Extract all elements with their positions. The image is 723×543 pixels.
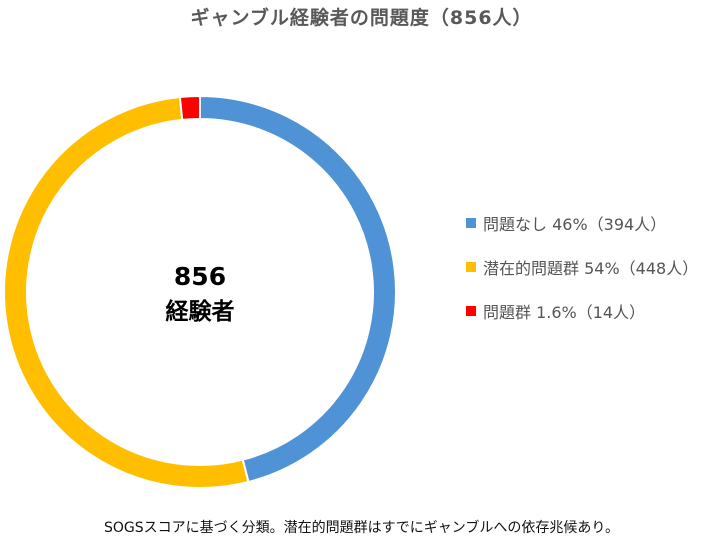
legend-label-latent-problem: 潜在的問題群 54%（448人） <box>483 259 699 278</box>
legend-item-latent-problem: 潜在的問題群 54%（448人） <box>466 256 698 278</box>
legend-label-no-problem: 問題なし 46%（394人） <box>483 215 667 234</box>
donut-slice-problem <box>178 94 201 122</box>
center-label: 経験者 <box>165 299 235 325</box>
legend-label-problem: 問題群 1.6%（14人） <box>483 303 646 322</box>
legend-item-no-problem: 問題なし 46%（394人） <box>466 212 698 234</box>
legend-swatch-problem <box>466 306 476 316</box>
footnote: SOGSスコアに基づく分類。潜在的問題群はすでにギャンブルへの依存兆候あり。 <box>103 520 620 536</box>
legend-swatch-no-problem <box>466 218 476 228</box>
legend-swatch-latent-problem <box>466 262 476 272</box>
legend-item-problem: 問題群 1.6%（14人） <box>466 300 698 322</box>
center-value: 856 <box>173 262 227 291</box>
chart-title: ギャンブル経験者の問題度（856人） <box>190 7 533 29</box>
legend: 問題なし 46%（394人） 潜在的問題群 54%（448人） 問題群 1.6%… <box>466 212 698 344</box>
